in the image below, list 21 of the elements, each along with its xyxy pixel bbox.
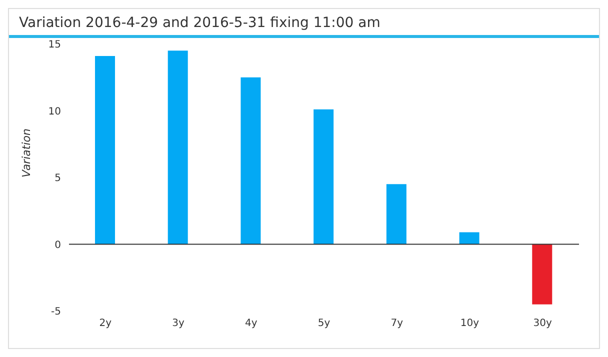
x-tick-label: 5y bbox=[318, 318, 330, 330]
bar bbox=[532, 244, 552, 304]
y-tick-label: 5 bbox=[54, 173, 61, 184]
bar bbox=[168, 50, 188, 244]
y-axis-title: Variation bbox=[20, 128, 33, 178]
x-tick-label: 10y bbox=[460, 318, 480, 330]
y-tick-label: 15 bbox=[48, 40, 61, 51]
x-tick-label: 7y bbox=[390, 318, 404, 330]
bar bbox=[240, 77, 261, 244]
bar bbox=[459, 232, 480, 244]
y-tick-label: -5 bbox=[51, 306, 61, 318]
x-tick-label: 4y bbox=[245, 318, 258, 330]
x-tick-label: 2y bbox=[99, 318, 112, 330]
y-tick-label: 0 bbox=[54, 240, 61, 251]
bar bbox=[314, 109, 334, 244]
x-tick-label: 3y bbox=[172, 318, 185, 330]
bar bbox=[386, 184, 406, 244]
bar bbox=[95, 56, 115, 244]
chart-title: Variation 2016-4-29 and 2016-5-31 fixing 11:00 am bbox=[9, 9, 599, 38]
y-tick-label: 10 bbox=[48, 106, 61, 118]
x-tick-label: 30y bbox=[533, 318, 552, 330]
